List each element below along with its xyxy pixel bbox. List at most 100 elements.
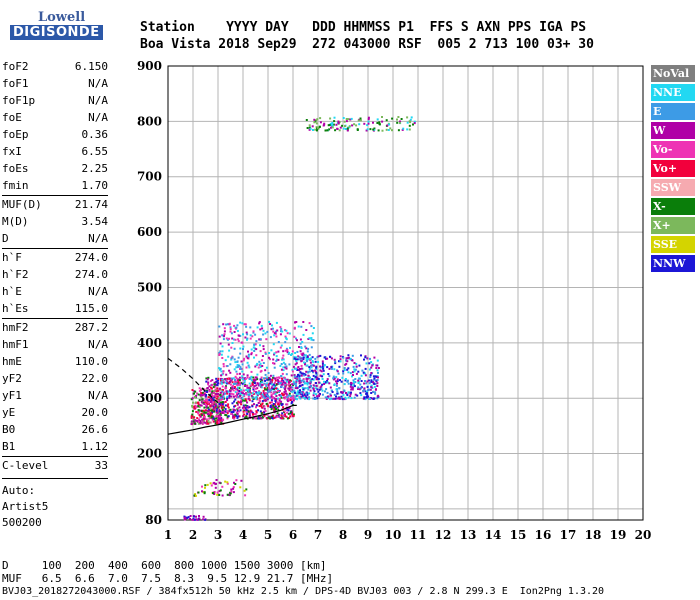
echo-point	[368, 398, 371, 400]
echo-point	[316, 376, 319, 379]
echo-point	[258, 405, 261, 408]
echo-point	[315, 378, 318, 381]
echo-point	[266, 390, 269, 393]
echo-point	[218, 367, 221, 370]
echo-point	[260, 412, 263, 415]
echo-point	[197, 412, 200, 415]
echo-point	[347, 396, 350, 399]
x-tick-label: 14	[485, 528, 502, 542]
param-separator	[2, 478, 108, 479]
echo-point	[238, 379, 241, 382]
echo-point	[240, 388, 243, 391]
echo-point	[245, 325, 248, 328]
echo-point	[305, 392, 307, 395]
echo-point	[247, 388, 250, 391]
echo-point	[305, 347, 308, 350]
echo-point	[259, 392, 262, 395]
echo-point	[195, 518, 198, 521]
echo-point	[208, 421, 211, 424]
echo-point	[248, 394, 251, 396]
echo-point	[203, 406, 206, 409]
echo-point	[270, 408, 273, 411]
echo-point	[198, 418, 201, 421]
echo-point	[274, 400, 277, 402]
echo-point	[318, 388, 321, 391]
echo-point	[354, 393, 357, 396]
echo-point	[296, 369, 299, 371]
echo-point	[245, 392, 248, 395]
x-tick-label: 5	[264, 528, 272, 542]
param-separator	[2, 248, 108, 249]
param-value: 115.0	[74, 302, 108, 315]
echo-point	[221, 409, 224, 411]
echo-point	[203, 421, 206, 424]
x-tick-label: 18	[585, 528, 602, 542]
echo-point	[216, 420, 219, 423]
echo-points	[183, 116, 416, 521]
echo-point	[250, 353, 253, 356]
echo-point	[362, 389, 365, 392]
param-label: fmin	[2, 179, 29, 192]
echo-point	[192, 416, 195, 419]
echo-point	[261, 393, 264, 396]
legend-item-nnw: NNW	[651, 255, 695, 272]
echo-point	[321, 383, 324, 386]
echo-point	[321, 375, 324, 378]
echo-point	[377, 371, 379, 374]
echo-point	[359, 117, 362, 120]
echo-point	[317, 361, 320, 363]
echo-point	[299, 350, 302, 353]
echo-point	[207, 406, 210, 409]
echo-point	[358, 377, 361, 380]
echo-point	[197, 409, 200, 412]
echo-point	[346, 394, 349, 396]
param-value: 1.12	[81, 440, 109, 453]
echo-point	[263, 397, 266, 400]
x-tick-label: 11	[410, 528, 427, 542]
echo-point	[255, 404, 258, 407]
echo-point	[192, 420, 195, 423]
echo-point	[233, 386, 236, 388]
echo-point	[216, 493, 219, 496]
echo-point	[220, 395, 223, 398]
echo-point	[252, 330, 255, 333]
echo-point	[244, 336, 247, 339]
echo-point	[258, 364, 261, 366]
echo-point	[297, 373, 299, 376]
echo-point	[226, 481, 229, 484]
echo-point	[212, 417, 215, 420]
echo-point	[311, 378, 314, 381]
echo-point	[282, 366, 285, 369]
echo-point	[234, 398, 237, 401]
echo-point	[326, 397, 329, 399]
echo-point	[328, 367, 331, 370]
echo-point	[256, 394, 259, 397]
echo-point	[307, 347, 310, 350]
echo-point	[242, 415, 245, 418]
param-row-he: h`E N/A	[2, 285, 108, 302]
echo-point	[214, 403, 217, 406]
param-label: foEs	[2, 162, 29, 175]
echo-point	[259, 350, 262, 353]
echo-point	[253, 413, 256, 416]
echo-point	[225, 390, 228, 393]
echo-point	[220, 410, 223, 413]
echo-point	[376, 379, 379, 381]
echo-point	[323, 356, 326, 359]
echo-point	[274, 332, 277, 335]
echo-point	[204, 403, 207, 406]
echo-point	[339, 358, 342, 361]
param-separator	[2, 318, 108, 319]
param-value: N/A	[88, 389, 108, 402]
echo-point	[236, 412, 239, 415]
echo-point	[230, 358, 233, 361]
echo-point	[347, 371, 350, 374]
echo-point	[209, 393, 212, 396]
echo-point	[261, 327, 264, 330]
legend-item-w: W	[651, 122, 695, 139]
echo-point	[372, 121, 374, 124]
echo-point	[387, 129, 390, 131]
echo-point	[248, 390, 251, 392]
echo-point	[268, 389, 271, 391]
echo-point	[321, 362, 324, 365]
